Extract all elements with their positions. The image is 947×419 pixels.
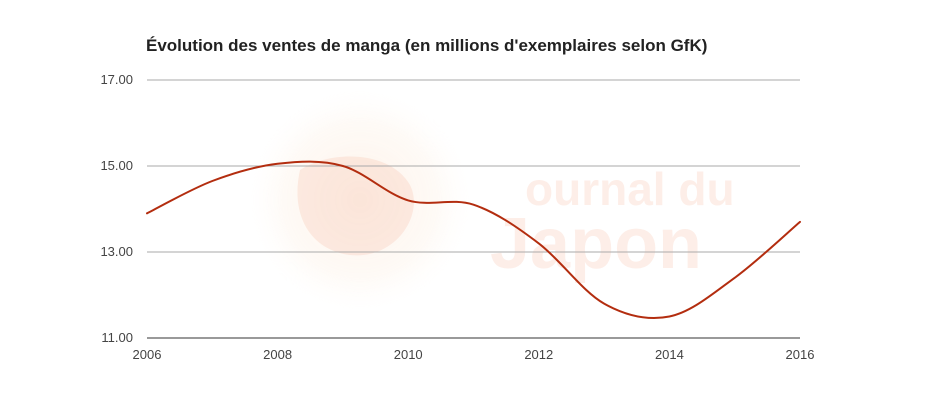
y-tick-label: 13.00: [100, 244, 133, 259]
y-tick-label: 11.00: [101, 330, 133, 345]
y-tick-label: 17.00: [100, 72, 133, 87]
watermark-logo: ournal du Japon: [250, 90, 735, 310]
x-axis-ticks: 2006 2008 2010 2012 2014 2016: [133, 347, 815, 362]
y-axis-ticks: 11.00 13.00 15.00 17.00: [100, 72, 133, 345]
x-tick-label: 2006: [133, 347, 162, 362]
watermark-text-line2: Japon: [490, 204, 702, 284]
watermark-sun-icon: [250, 90, 470, 310]
x-tick-label: 2014: [655, 347, 684, 362]
watermark-text-line1: ournal du: [525, 163, 735, 215]
chart-title: Évolution des ventes de manga (en millio…: [146, 36, 708, 55]
x-tick-label: 2010: [394, 347, 423, 362]
x-tick-label: 2016: [786, 347, 815, 362]
gridlines: [147, 79, 800, 339]
x-tick-label: 2012: [524, 347, 553, 362]
watermark-swirl-icon: [297, 156, 414, 256]
x-tick-label: 2008: [263, 347, 292, 362]
series-line: [146, 160, 801, 320]
series-layer: [146, 160, 801, 320]
y-tick-label: 15.00: [100, 158, 133, 173]
